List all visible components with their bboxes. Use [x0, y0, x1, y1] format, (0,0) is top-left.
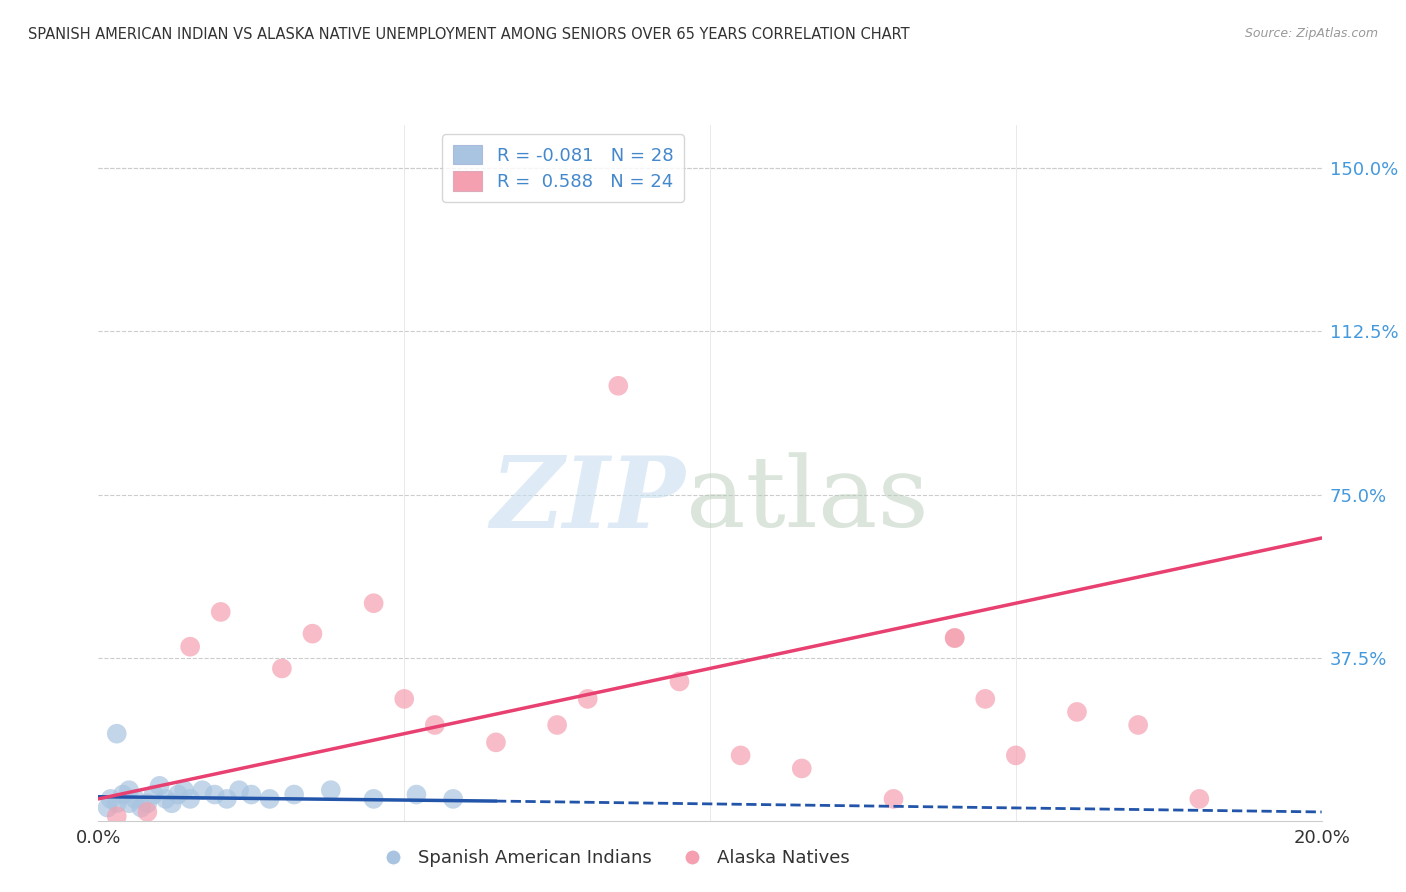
Point	[136, 805, 159, 819]
Point	[136, 796, 159, 810]
Point	[283, 788, 305, 802]
Point	[607, 378, 630, 392]
Point	[363, 596, 385, 610]
Point	[179, 792, 201, 806]
Point	[209, 605, 232, 619]
Text: ZIP: ZIP	[491, 452, 686, 549]
Point	[405, 788, 427, 802]
Point	[100, 792, 122, 806]
Text: Source: ZipAtlas.com: Source: ZipAtlas.com	[1244, 27, 1378, 40]
Point	[179, 640, 201, 654]
Point	[943, 631, 966, 645]
Point	[392, 692, 416, 706]
Point	[160, 796, 183, 810]
Point	[485, 735, 508, 749]
Point	[441, 792, 464, 806]
Point	[124, 792, 146, 806]
Point	[363, 792, 385, 806]
Text: atlas: atlas	[686, 453, 928, 549]
Point	[423, 718, 446, 732]
Point	[155, 792, 177, 806]
Point	[173, 783, 195, 797]
Point	[118, 796, 141, 810]
Point	[215, 792, 238, 806]
Point	[105, 796, 128, 810]
Point	[228, 783, 250, 797]
Point	[1066, 705, 1088, 719]
Point	[301, 626, 323, 640]
Point	[204, 788, 226, 802]
Point	[97, 800, 120, 814]
Point	[149, 779, 172, 793]
Text: SPANISH AMERICAN INDIAN VS ALASKA NATIVE UNEMPLOYMENT AMONG SENIORS OVER 65 YEAR: SPANISH AMERICAN INDIAN VS ALASKA NATIVE…	[28, 27, 910, 42]
Point	[1128, 718, 1150, 732]
Legend: Spanish American Indians, Alaska Natives: Spanish American Indians, Alaska Natives	[367, 842, 856, 874]
Point	[790, 761, 813, 775]
Point	[576, 692, 599, 706]
Point	[546, 718, 568, 732]
Point	[240, 788, 263, 802]
Point	[142, 788, 165, 802]
Point	[1004, 748, 1026, 763]
Point	[167, 788, 190, 802]
Point	[129, 800, 152, 814]
Point	[105, 726, 128, 740]
Point	[943, 631, 966, 645]
Point	[1188, 792, 1211, 806]
Point	[259, 792, 281, 806]
Point	[105, 809, 128, 823]
Point	[191, 783, 214, 797]
Point	[668, 674, 690, 689]
Point	[730, 748, 752, 763]
Point	[319, 783, 342, 797]
Point	[118, 783, 141, 797]
Point	[974, 692, 997, 706]
Point	[883, 792, 905, 806]
Point	[111, 788, 134, 802]
Point	[270, 661, 294, 675]
